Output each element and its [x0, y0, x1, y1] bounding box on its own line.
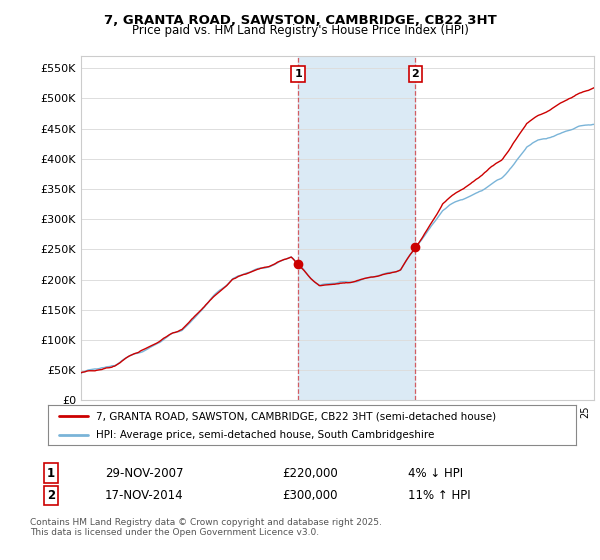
Text: 29-NOV-2007: 29-NOV-2007	[105, 466, 184, 480]
Text: 2: 2	[412, 69, 419, 79]
Text: £220,000: £220,000	[282, 466, 338, 480]
Text: Contains HM Land Registry data © Crown copyright and database right 2025.
This d: Contains HM Land Registry data © Crown c…	[30, 518, 382, 538]
Text: 1: 1	[294, 69, 302, 79]
Text: 4% ↓ HPI: 4% ↓ HPI	[408, 466, 463, 480]
Text: HPI: Average price, semi-detached house, South Cambridgeshire: HPI: Average price, semi-detached house,…	[95, 430, 434, 440]
Bar	[298, 56, 415, 400]
Text: 7, GRANTA ROAD, SAWSTON, CAMBRIDGE, CB22 3HT (semi-detached house): 7, GRANTA ROAD, SAWSTON, CAMBRIDGE, CB22…	[95, 411, 496, 421]
Text: 17-NOV-2014: 17-NOV-2014	[105, 489, 184, 502]
Text: 2: 2	[47, 489, 55, 502]
Text: 11% ↑ HPI: 11% ↑ HPI	[408, 489, 470, 502]
Text: Price paid vs. HM Land Registry's House Price Index (HPI): Price paid vs. HM Land Registry's House …	[131, 24, 469, 37]
Text: 7, GRANTA ROAD, SAWSTON, CAMBRIDGE, CB22 3HT: 7, GRANTA ROAD, SAWSTON, CAMBRIDGE, CB22…	[104, 14, 496, 27]
Text: 1: 1	[47, 466, 55, 480]
Text: £300,000: £300,000	[282, 489, 337, 502]
